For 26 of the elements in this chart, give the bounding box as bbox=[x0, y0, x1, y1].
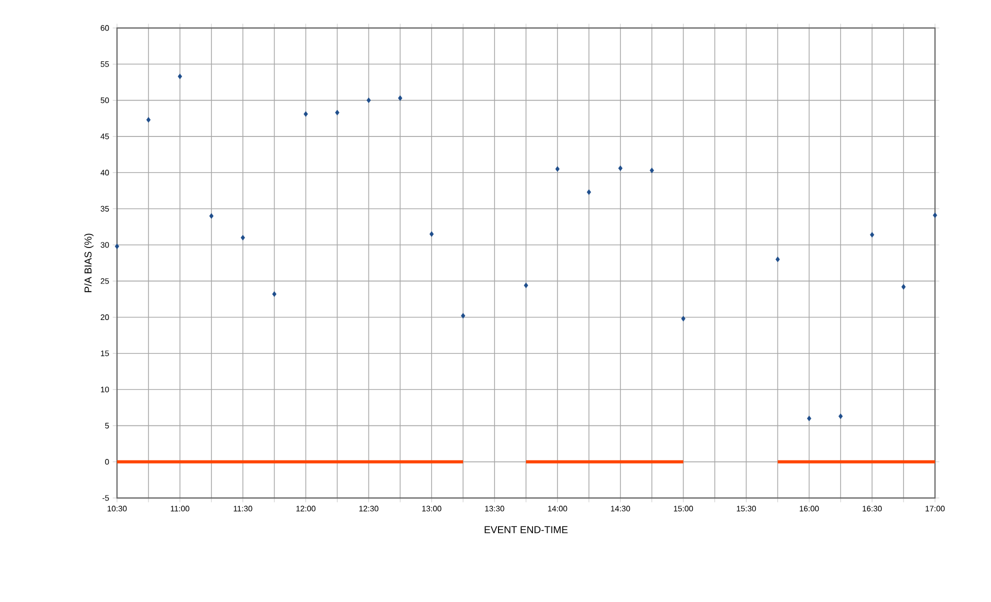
point bbox=[178, 74, 182, 80]
point bbox=[870, 232, 874, 238]
point bbox=[272, 291, 276, 297]
point bbox=[524, 282, 528, 288]
point bbox=[460, 312, 466, 319]
point bbox=[901, 284, 906, 290]
x-axis-title: EVENT END-TIME bbox=[484, 526, 568, 534]
point bbox=[838, 413, 843, 420]
point bbox=[335, 110, 340, 116]
point bbox=[681, 316, 686, 322]
point bbox=[429, 231, 434, 237]
point bbox=[776, 256, 780, 262]
point bbox=[807, 416, 812, 422]
point bbox=[146, 117, 151, 123]
point bbox=[240, 234, 245, 240]
point bbox=[304, 111, 308, 117]
point bbox=[366, 98, 371, 104]
point bbox=[114, 244, 120, 250]
y-axis-title: P/A BIAS (%) bbox=[84, 234, 94, 292]
point bbox=[209, 213, 214, 219]
point bbox=[932, 212, 938, 218]
point bbox=[618, 165, 623, 172]
point bbox=[398, 95, 402, 101]
point bbox=[650, 168, 654, 174]
point bbox=[586, 189, 592, 195]
point bbox=[555, 166, 560, 172]
